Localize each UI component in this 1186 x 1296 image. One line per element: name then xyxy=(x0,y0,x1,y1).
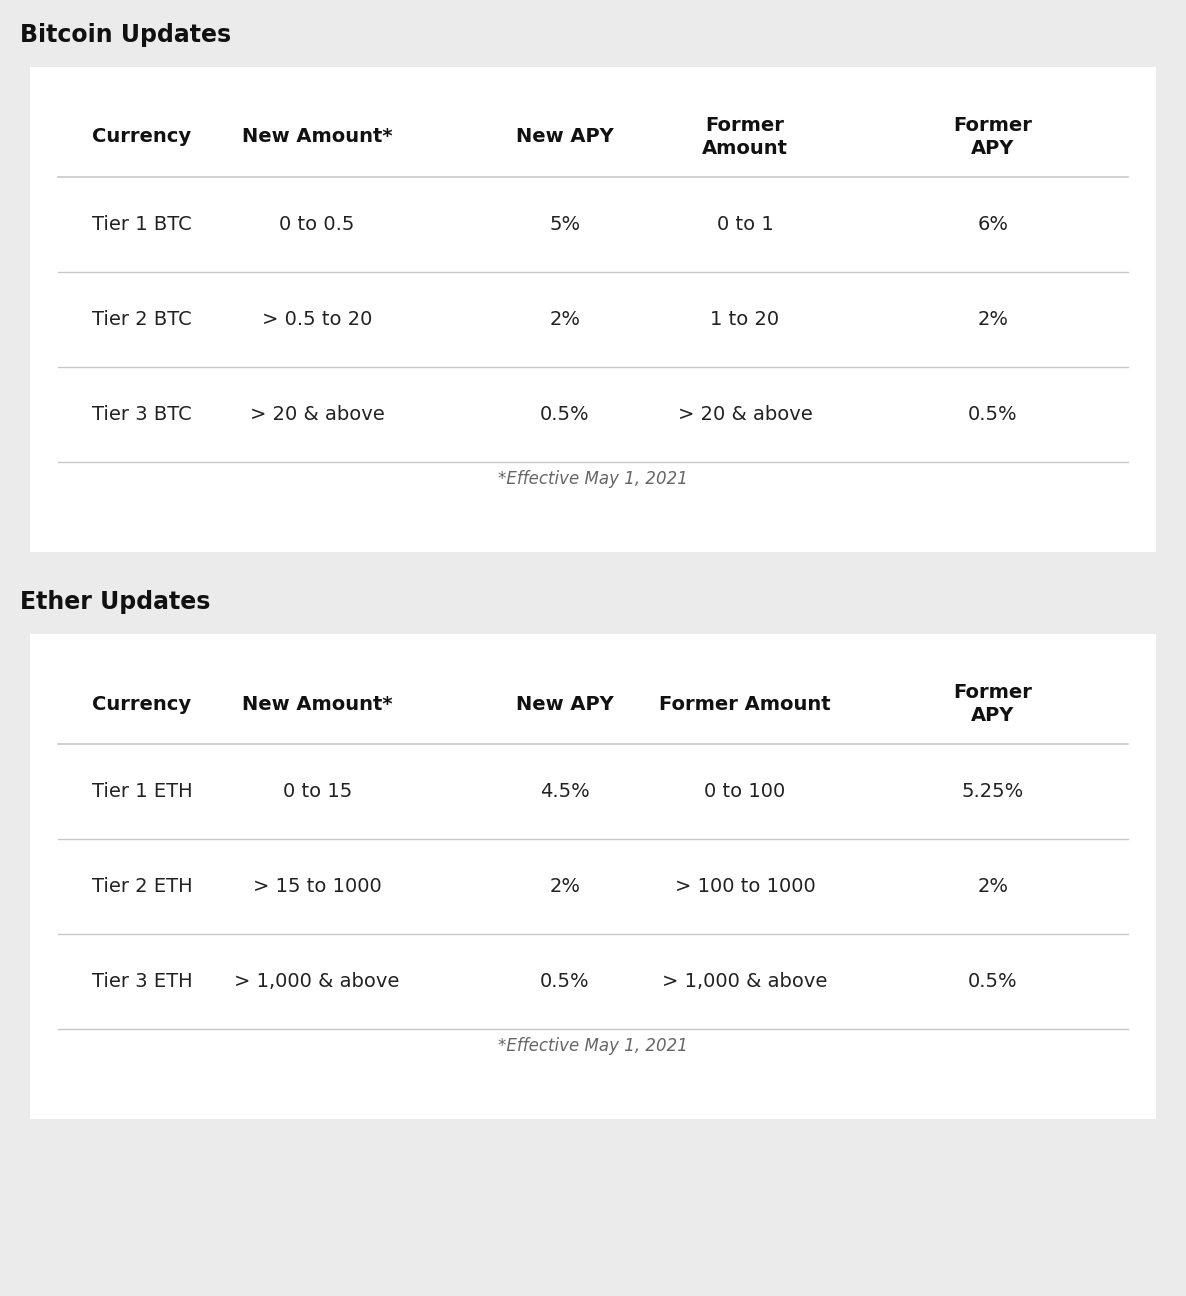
Text: 6%: 6% xyxy=(977,215,1008,235)
Text: 2%: 2% xyxy=(977,877,1008,896)
Text: > 100 to 1000: > 100 to 1000 xyxy=(675,877,816,896)
Text: > 1,000 & above: > 1,000 & above xyxy=(235,972,400,991)
Text: 0.5%: 0.5% xyxy=(968,404,1018,424)
Text: 4.5%: 4.5% xyxy=(540,781,589,801)
Text: > 15 to 1000: > 15 to 1000 xyxy=(253,877,382,896)
Text: Currency: Currency xyxy=(93,695,191,714)
Text: > 20 & above: > 20 & above xyxy=(677,404,812,424)
Text: 1 to 20: 1 to 20 xyxy=(710,310,779,329)
Text: 0.5%: 0.5% xyxy=(540,404,589,424)
Text: 0 to 0.5: 0 to 0.5 xyxy=(280,215,355,235)
Text: 0.5%: 0.5% xyxy=(968,972,1018,991)
Text: 2%: 2% xyxy=(549,310,580,329)
Text: Tier 1 BTC: Tier 1 BTC xyxy=(93,215,192,235)
Text: 0 to 1: 0 to 1 xyxy=(716,215,773,235)
Text: Tier 1 ETH: Tier 1 ETH xyxy=(93,781,192,801)
Text: Former
Amount: Former Amount xyxy=(702,117,788,158)
Text: Tier 3 ETH: Tier 3 ETH xyxy=(93,972,192,991)
Text: *Effective May 1, 2021: *Effective May 1, 2021 xyxy=(498,1037,688,1055)
Text: 2%: 2% xyxy=(549,877,580,896)
Text: Tier 2 BTC: Tier 2 BTC xyxy=(93,310,192,329)
Text: Ether Updates: Ether Updates xyxy=(20,590,210,614)
Text: 2%: 2% xyxy=(977,310,1008,329)
Text: 0.5%: 0.5% xyxy=(540,972,589,991)
Text: 5%: 5% xyxy=(549,215,580,235)
Text: New Amount*: New Amount* xyxy=(242,127,393,146)
Text: 5.25%: 5.25% xyxy=(962,781,1024,801)
Bar xyxy=(30,67,1156,552)
Text: 0 to 100: 0 to 100 xyxy=(704,781,785,801)
Text: > 20 & above: > 20 & above xyxy=(250,404,384,424)
Text: Former Amount: Former Amount xyxy=(659,695,831,714)
Text: New Amount*: New Amount* xyxy=(242,695,393,714)
Text: New APY: New APY xyxy=(516,695,613,714)
Text: > 0.5 to 20: > 0.5 to 20 xyxy=(262,310,372,329)
Text: New APY: New APY xyxy=(516,127,613,146)
Text: Tier 2 ETH: Tier 2 ETH xyxy=(93,877,192,896)
Text: Currency: Currency xyxy=(93,127,191,146)
Text: > 1,000 & above: > 1,000 & above xyxy=(662,972,828,991)
Text: Former
APY: Former APY xyxy=(954,683,1032,724)
Text: Tier 3 BTC: Tier 3 BTC xyxy=(93,404,192,424)
Text: Former
APY: Former APY xyxy=(954,117,1032,158)
Text: Bitcoin Updates: Bitcoin Updates xyxy=(20,23,231,47)
Text: 0 to 15: 0 to 15 xyxy=(282,781,352,801)
Bar xyxy=(30,634,1156,1118)
Text: *Effective May 1, 2021: *Effective May 1, 2021 xyxy=(498,470,688,489)
